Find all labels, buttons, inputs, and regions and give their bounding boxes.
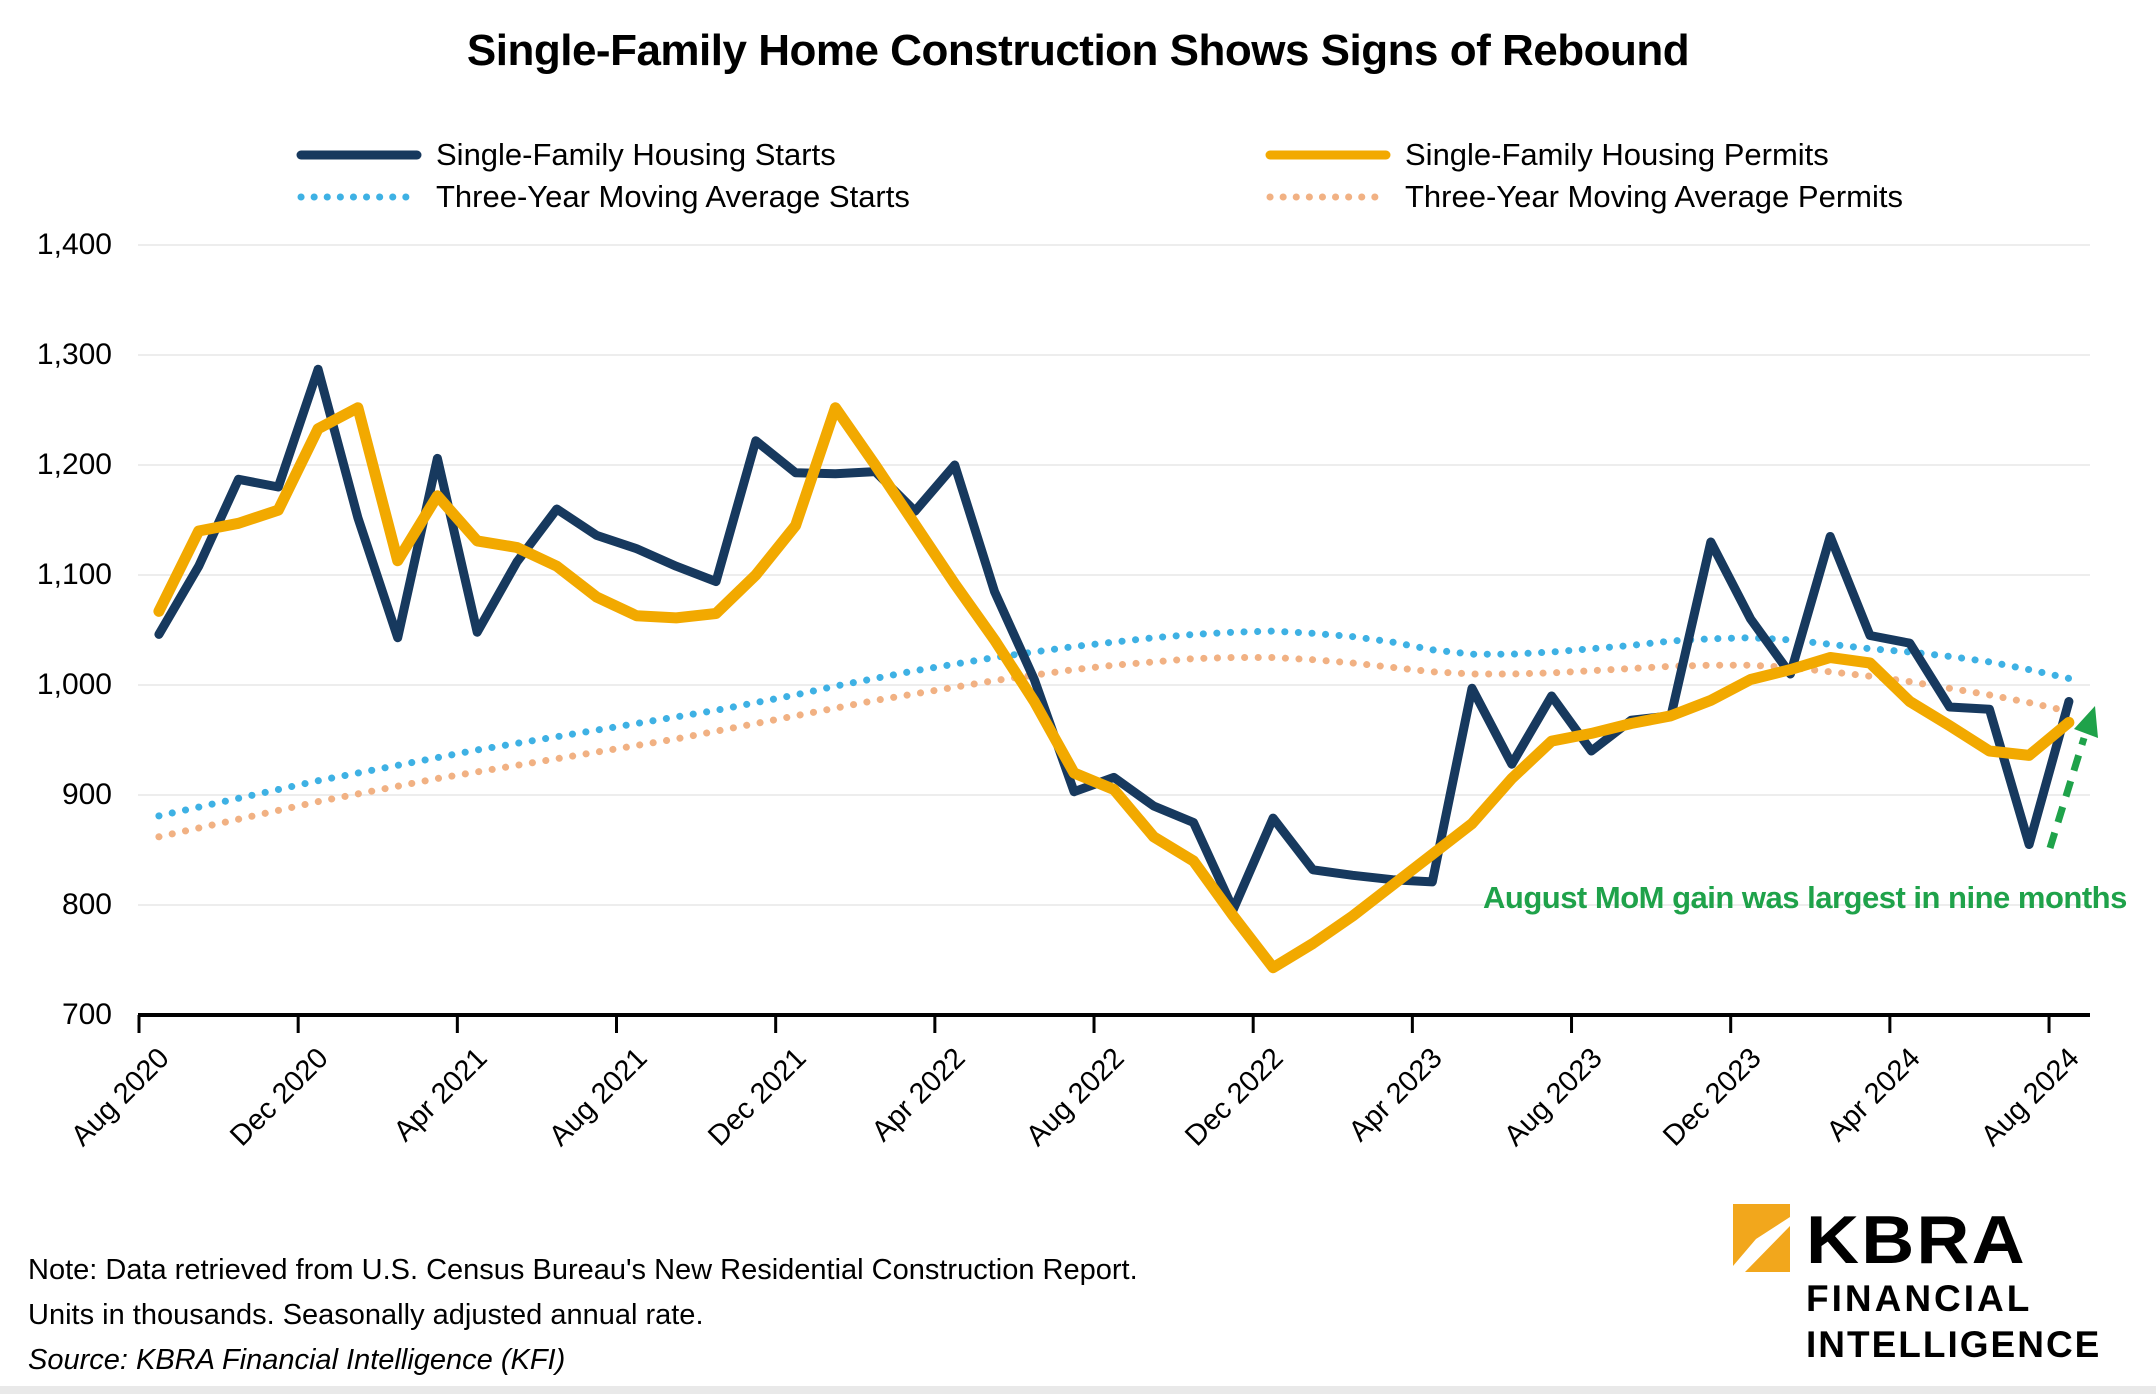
footnotes: Note: Data retrieved from U.S. Census Bu…: [28, 1248, 1138, 1383]
note-line-1: Note: Data retrieved from U.S. Census Bu…: [28, 1254, 1138, 1286]
legend-label-ma-permits: Three-Year Moving Average Permits: [1405, 179, 1903, 214]
bottom-divider: [0, 1386, 2156, 1394]
line-permits: [153, 402, 2075, 974]
legend-label-ma-starts: Three-Year Moving Average Starts: [436, 179, 910, 214]
y-axis-label: 1,100: [36, 558, 112, 591]
chart-title: Single-Family Home Construction Shows Si…: [466, 26, 1690, 75]
line-starts: [154, 364, 2074, 914]
note-line-2: Units in thousands. Seasonally adjusted …: [28, 1299, 704, 1331]
y-axis-label: 1,300: [36, 338, 112, 371]
kbra-logo: KBRA FINANCIAL INTELLIGENCE: [1733, 1204, 2101, 1368]
logo-intelligence-text: INTELLIGENCE: [1806, 1324, 2102, 1365]
legend-swatch-permits-line: [1265, 150, 1391, 160]
annotation-arrow-head: [2074, 706, 2098, 738]
y-axis-label: 700: [61, 998, 112, 1031]
y-axis-label: 1,400: [36, 228, 112, 261]
logo-kbra-text: KBRA: [1806, 1202, 2027, 1278]
x-axis: [137, 1013, 2090, 1033]
y-axis-label: 1,000: [36, 668, 112, 701]
annotation-text: August MoM gain was largest in nine mont…: [1483, 880, 2127, 915]
legend-label-permits: Single-Family Housing Permits: [1405, 137, 1829, 172]
legend-item-ma-permits: Three-Year Moving Average Permits: [1265, 179, 1903, 214]
annotation-arrow: [2046, 736, 2088, 850]
y-axis-label: 800: [61, 888, 112, 921]
logo-financial-text: FINANCIAL: [1806, 1278, 2033, 1319]
legend-swatch-starts-line: [296, 150, 422, 160]
gridlines: [138, 244, 2090, 906]
y-axis-label: 1,200: [36, 448, 112, 481]
line-ma-permits: [155, 654, 2073, 841]
legend-item-permits: Single-Family Housing Permits: [1265, 137, 1829, 172]
kbra-logo-icon: [1733, 1204, 1790, 1272]
legend-item-ma-starts: Three-Year Moving Average Starts: [296, 179, 910, 214]
y-axis-label: 900: [61, 778, 112, 811]
line-ma-starts: [155, 627, 2073, 820]
source-line: Source: KBRA Financial Intelligence (KFI…: [28, 1344, 566, 1376]
legend-item-starts: Single-Family Housing Starts: [296, 137, 836, 172]
legend-label-starts: Single-Family Housing Starts: [436, 137, 836, 172]
